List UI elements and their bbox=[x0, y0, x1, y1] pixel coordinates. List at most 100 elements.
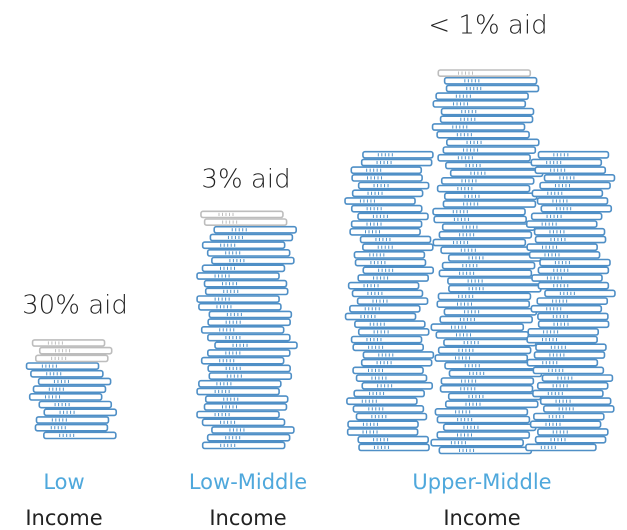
coin-part bbox=[201, 418, 286, 427]
coin-part bbox=[530, 304, 603, 313]
coin-part bbox=[358, 443, 430, 452]
coin-part bbox=[201, 264, 286, 273]
coin-part bbox=[350, 335, 423, 344]
coin-part bbox=[34, 423, 109, 432]
coin-part bbox=[207, 349, 291, 357]
coin-part bbox=[346, 397, 418, 406]
coin-part bbox=[430, 323, 525, 332]
coin-part bbox=[356, 297, 429, 305]
coin-part bbox=[435, 92, 529, 101]
coin-part bbox=[355, 412, 428, 421]
coin-part bbox=[539, 181, 611, 190]
coin-part bbox=[541, 374, 614, 382]
coin-part bbox=[437, 69, 532, 77]
aid-label: < 1% aid bbox=[428, 11, 547, 41]
coin-part bbox=[537, 266, 610, 275]
coin-part bbox=[535, 343, 607, 352]
coin-part bbox=[529, 420, 602, 429]
coin-part bbox=[203, 279, 288, 288]
coin-part bbox=[536, 197, 609, 205]
coin-part bbox=[201, 441, 286, 450]
coin-part bbox=[534, 235, 607, 244]
coin-part bbox=[444, 361, 538, 370]
coin-part bbox=[357, 212, 429, 221]
group-name: Income bbox=[443, 506, 520, 530]
coin-part bbox=[537, 428, 609, 436]
coin-part bbox=[349, 227, 421, 236]
coin-part bbox=[362, 150, 434, 159]
coin-part bbox=[344, 312, 417, 321]
coin-part bbox=[198, 302, 282, 311]
coin-part bbox=[347, 281, 420, 290]
coin-part bbox=[437, 292, 532, 301]
coin-part bbox=[436, 300, 531, 308]
aid-label: 3% aid bbox=[201, 165, 290, 195]
coin-part bbox=[353, 251, 426, 259]
coin-part bbox=[536, 381, 609, 390]
coin-part bbox=[448, 369, 543, 378]
coin-part bbox=[357, 327, 430, 336]
coin-part bbox=[208, 372, 293, 380]
coin-part bbox=[360, 358, 433, 367]
coin-part bbox=[209, 233, 294, 242]
coin-part bbox=[30, 369, 104, 378]
coin-part bbox=[537, 150, 610, 159]
coin-part bbox=[352, 404, 425, 413]
coin-part bbox=[526, 335, 598, 344]
coin-part bbox=[539, 258, 611, 267]
coin-part bbox=[346, 428, 419, 436]
aid-label: 30% aid bbox=[22, 291, 128, 321]
coin-part bbox=[441, 223, 536, 231]
coin-part bbox=[438, 230, 533, 239]
coin-part bbox=[540, 204, 613, 213]
coin-part bbox=[362, 243, 434, 252]
coin-part bbox=[526, 243, 598, 252]
coin-part bbox=[442, 423, 537, 432]
coin-part bbox=[447, 254, 542, 262]
coin-part bbox=[360, 158, 433, 167]
coin-part bbox=[439, 115, 534, 124]
coin-part bbox=[357, 181, 430, 190]
coin-part bbox=[351, 174, 423, 182]
coin-part bbox=[444, 400, 539, 409]
coin-part bbox=[449, 169, 544, 178]
coin-part bbox=[436, 431, 531, 439]
coin-part bbox=[445, 161, 539, 170]
coin-part bbox=[528, 251, 601, 259]
coin-part bbox=[357, 435, 429, 444]
coin-part bbox=[443, 192, 538, 201]
coin-part bbox=[448, 284, 542, 293]
coin-part bbox=[531, 274, 603, 282]
coin-part bbox=[437, 153, 531, 162]
coin-part bbox=[347, 420, 419, 429]
coin-part bbox=[208, 310, 293, 319]
coin-part bbox=[362, 266, 435, 275]
coin-part bbox=[434, 354, 529, 362]
coin-part bbox=[354, 258, 427, 267]
coin-part bbox=[196, 387, 280, 396]
coin-part bbox=[34, 354, 109, 363]
coin-part bbox=[351, 289, 424, 298]
coin-part bbox=[344, 197, 416, 205]
coin-part bbox=[206, 433, 291, 442]
coin-part bbox=[196, 295, 280, 303]
coin-part bbox=[350, 166, 423, 175]
group-name: Upper-Middle bbox=[412, 470, 551, 494]
coin-part bbox=[354, 320, 426, 329]
coin-part bbox=[43, 431, 117, 440]
coin-part bbox=[542, 404, 615, 413]
coin-part bbox=[442, 146, 537, 154]
group-name: Low bbox=[43, 470, 84, 494]
group-name: Income bbox=[25, 506, 102, 530]
coin-part bbox=[445, 84, 540, 93]
coin-part bbox=[536, 297, 609, 305]
coin-part bbox=[359, 235, 432, 244]
coin-part bbox=[441, 261, 536, 270]
coin-part bbox=[203, 218, 288, 226]
coin-part bbox=[537, 281, 610, 290]
coin-part bbox=[534, 435, 607, 444]
coin-part bbox=[532, 366, 605, 375]
coin-part bbox=[38, 346, 113, 355]
coin-part bbox=[349, 304, 421, 313]
coin-part bbox=[200, 356, 285, 365]
